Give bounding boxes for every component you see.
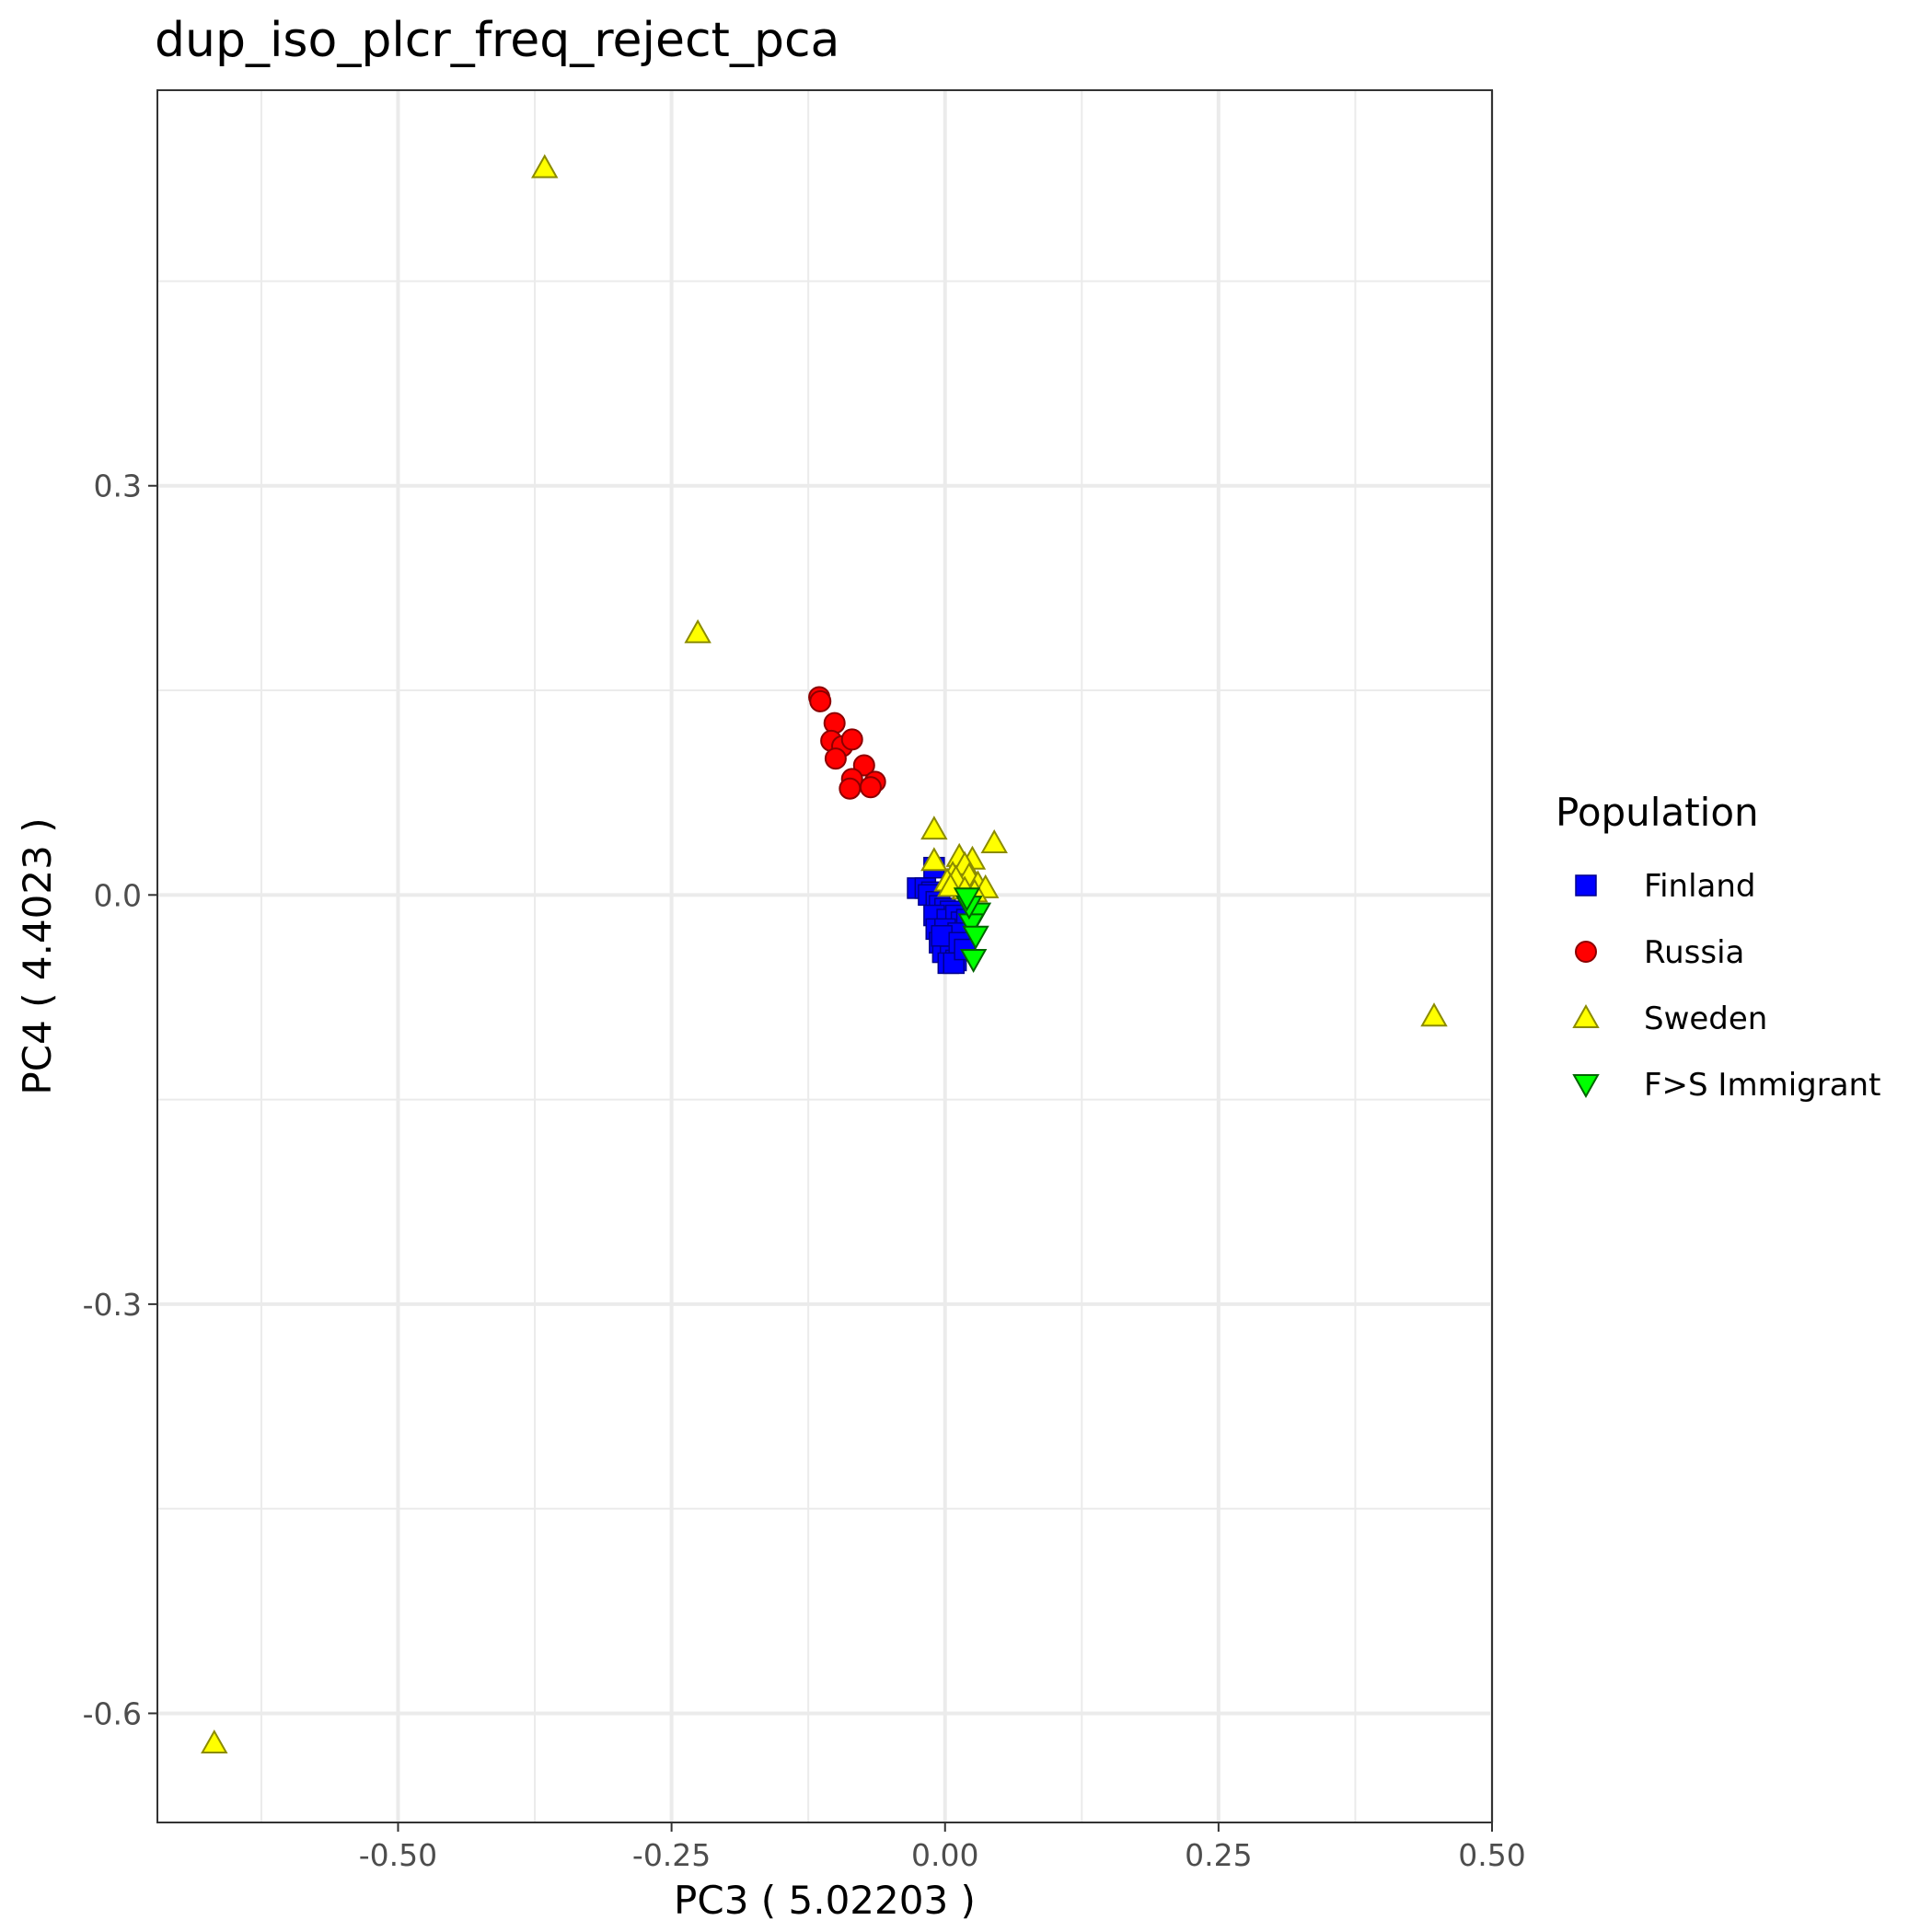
legend-label-russia: Russia — [1644, 934, 1744, 971]
point-f-s-immigrant — [953, 887, 981, 912]
y-axis-title: PC4 ( 4.4023 ) — [15, 817, 60, 1094]
point-sweden — [1420, 1002, 1448, 1027]
point-russia — [852, 754, 875, 777]
legend-key-finland — [1575, 874, 1597, 897]
legend-key-sweden — [1572, 1003, 1600, 1028]
y-axis-ticks: -0.6 -0.3 0.0 0.3 — [83, 469, 157, 1731]
legend-label-sweden: Sweden — [1644, 1001, 1767, 1037]
point-russia — [839, 777, 862, 800]
point-f-s-immigrant — [959, 948, 988, 973]
point-sweden — [980, 828, 1008, 854]
point-sweden — [920, 816, 948, 840]
y-tick-label: -0.3 — [83, 1287, 142, 1323]
legend: Population Finland Russia Sweden F>S Immigr… — [1556, 790, 1880, 1104]
x-axis-title: PC3 ( 5.02203 ) — [674, 1878, 976, 1923]
point-f-s-immigrant — [962, 925, 989, 950]
y-tick-label: -0.6 — [83, 1695, 142, 1731]
point-russia — [809, 689, 832, 712]
x-tick-label: 0.25 — [1185, 1837, 1252, 1873]
point-sweden — [531, 154, 559, 179]
point-russia — [840, 728, 863, 751]
x-tick-label: 0.50 — [1458, 1837, 1525, 1873]
y-tick-label: 0.3 — [94, 469, 142, 504]
chart-title: dup_iso_plcr_freq_reject_pca — [155, 13, 839, 68]
x-axis-ticks: -0.50 -0.25 0.00 0.25 0.50 — [359, 1822, 1526, 1873]
plot-panel — [157, 90, 1492, 1822]
legend-label-finland: Finland — [1644, 868, 1756, 905]
point-russia — [859, 776, 882, 799]
point-sweden — [684, 619, 711, 643]
x-tick-label: 0.00 — [911, 1837, 978, 1873]
point-russia — [824, 747, 847, 770]
point-sweden — [201, 1730, 228, 1754]
legend-title: Population — [1556, 790, 1759, 835]
data-points — [201, 154, 1448, 1754]
plot-border — [156, 89, 1493, 1823]
x-tick-label: -0.50 — [359, 1837, 437, 1873]
point-sweden — [920, 847, 948, 872]
x-tick-label: -0.25 — [632, 1837, 711, 1873]
legend-key-russia — [1575, 941, 1597, 963]
y-tick-label: 0.0 — [94, 877, 142, 913]
minor-gridlines — [157, 90, 1492, 1822]
legend-label-f-s-immigrant: F>S Immigrant — [1644, 1067, 1880, 1104]
legend-key-f-s-immigrant — [1572, 1074, 1600, 1099]
point-russia — [823, 711, 846, 735]
